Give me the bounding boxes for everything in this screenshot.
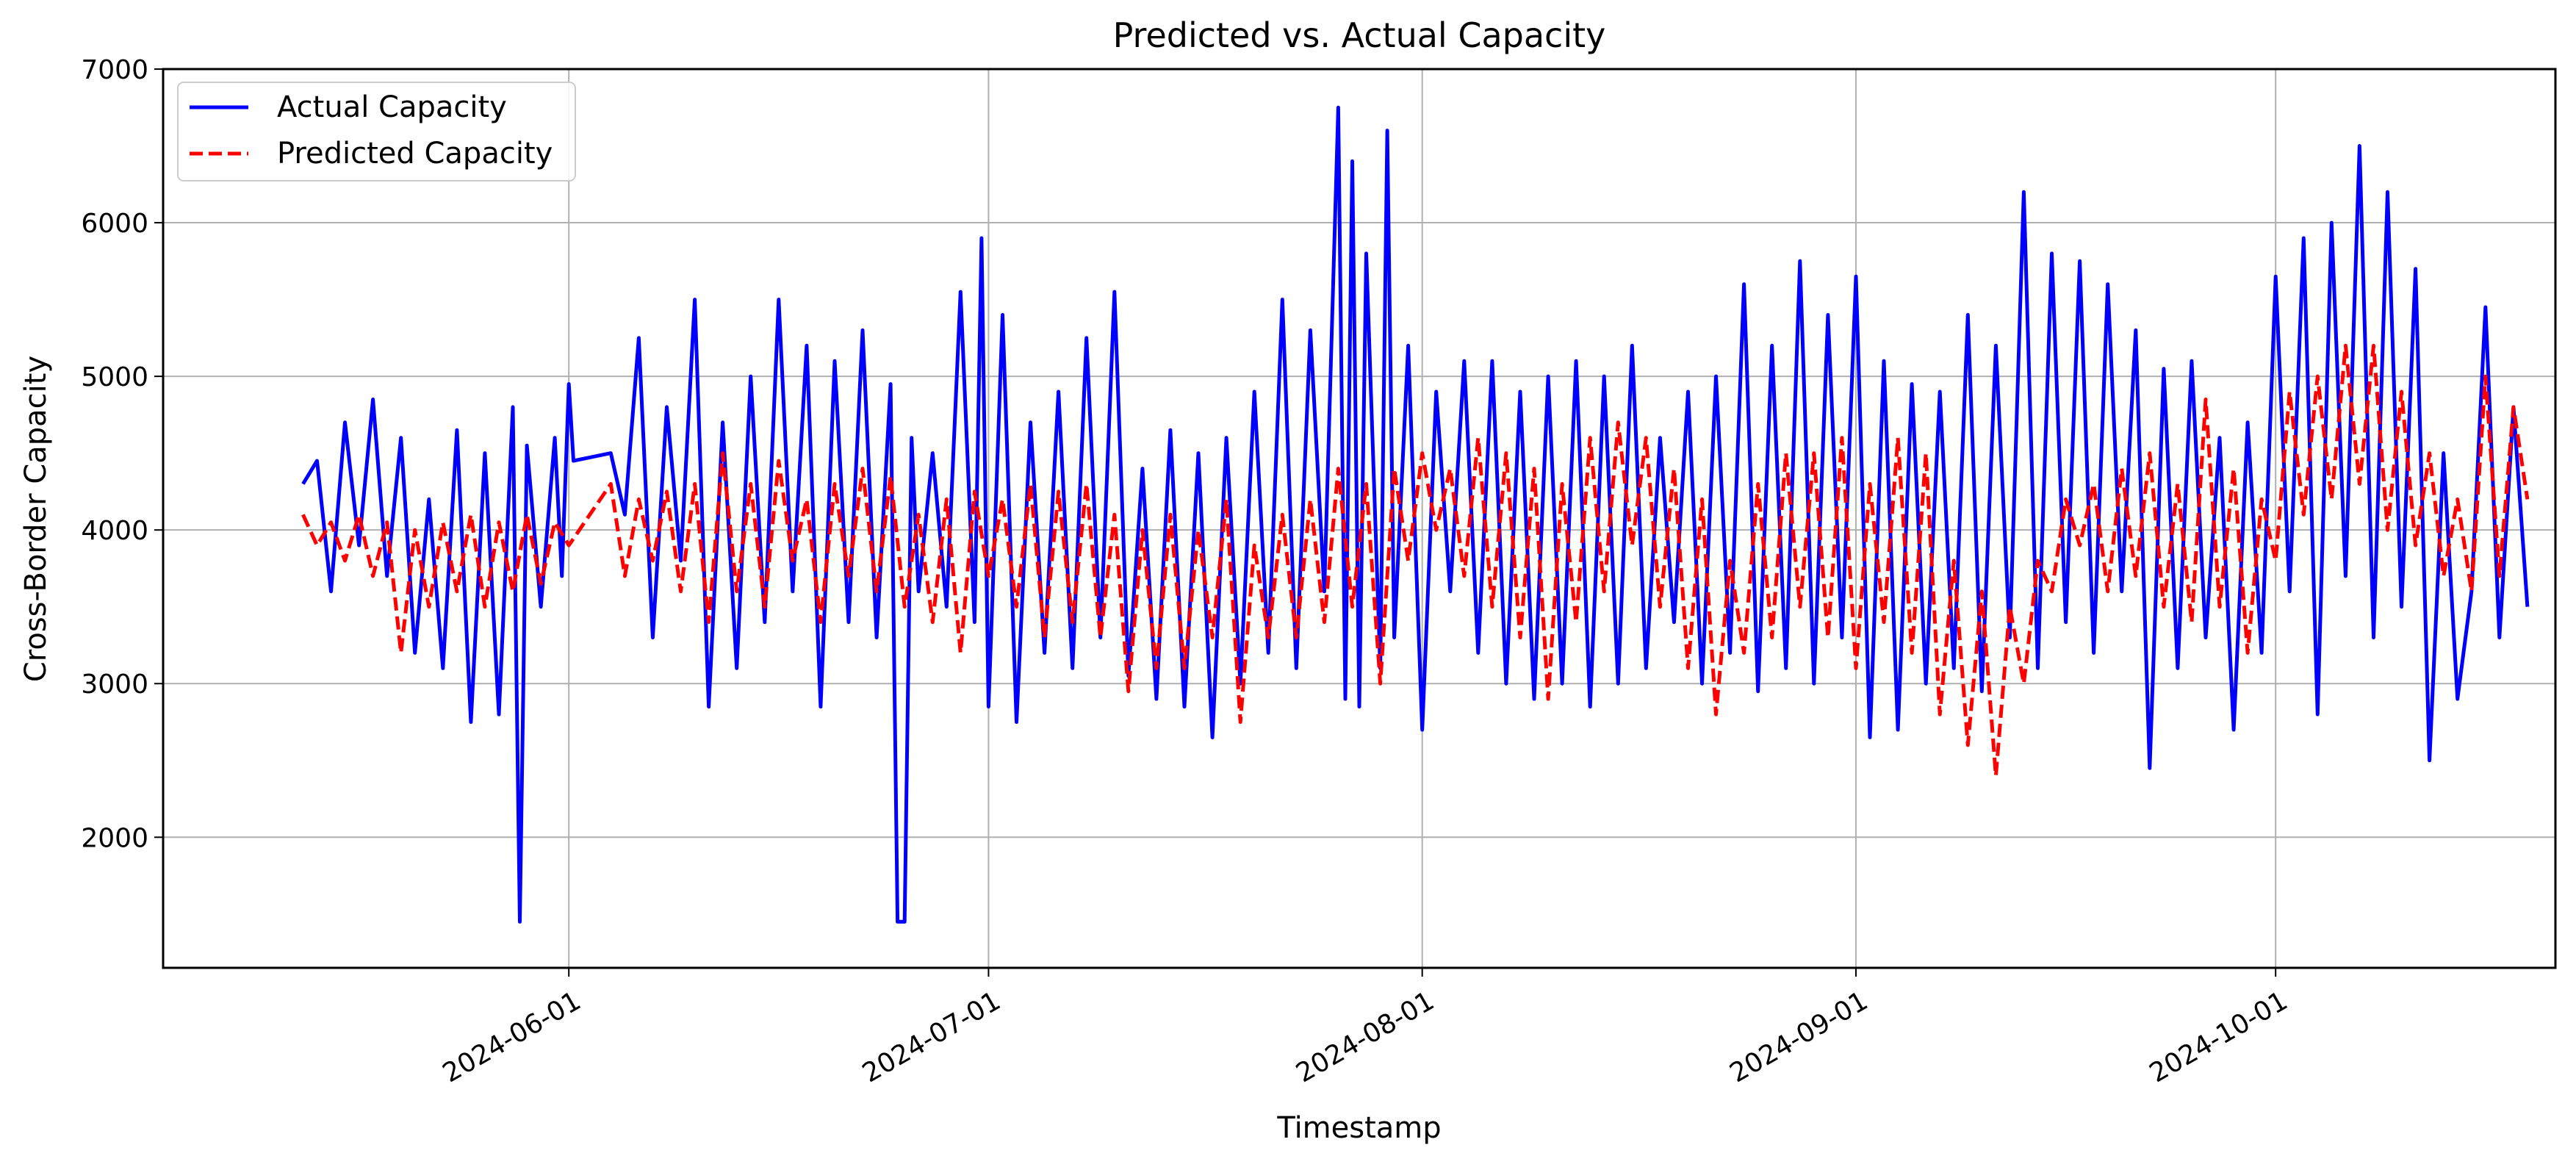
y-tick-label: 5000 (81, 362, 148, 392)
x-axis-label: Timestamp (1276, 1111, 1441, 1145)
legend: Actual Capacity Predicted Capacity (177, 82, 576, 182)
y-tick-label: 4000 (81, 516, 148, 546)
y-tick-label: 2000 (81, 823, 148, 853)
chart-title: Predicted vs. Actual Capacity (1113, 15, 1606, 55)
legend-label-predicted: Predicted Capacity (277, 137, 553, 170)
legend-label-actual: Actual Capacity (277, 90, 507, 124)
legend-box (177, 82, 576, 182)
y-tick-label: 7000 (81, 55, 148, 85)
y-axis-label: Cross-Border Capacity (19, 356, 53, 682)
y-tick-label: 3000 (81, 669, 148, 700)
series-layer (301, 105, 2530, 924)
series-line-predicted-capacity (301, 343, 2530, 778)
y-axis-ticks: 2000 3000 4000 5000 6000 7000 (81, 55, 163, 853)
y-tick-label: 6000 (81, 209, 148, 239)
plot-frame (162, 68, 2557, 969)
